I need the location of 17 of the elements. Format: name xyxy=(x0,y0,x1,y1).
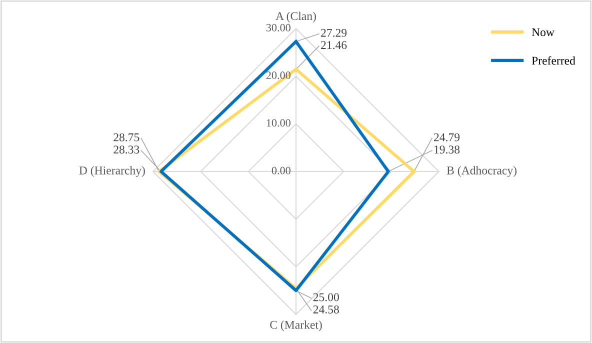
y-tick-label: 30.00 xyxy=(266,24,290,32)
spoke-label: A (Clan) xyxy=(276,12,316,22)
y-tick-label: 10.00 xyxy=(266,119,290,127)
spoke-label: C (Market) xyxy=(270,320,322,332)
legend-label: Preferred xyxy=(532,56,576,65)
data-label: 27.29 xyxy=(321,28,347,37)
y-tick-label: 0.00 xyxy=(272,166,290,174)
legend-label: Now xyxy=(532,28,554,36)
spoke-label: B (Adhocracy) xyxy=(446,166,517,177)
data-label: 19.38 xyxy=(434,146,460,154)
spoke-label: D (Hierarchy) xyxy=(79,166,145,177)
data-label: 21.46 xyxy=(321,41,347,50)
data-label: 28.33 xyxy=(114,146,140,154)
data-label: 24.58 xyxy=(313,305,339,314)
data-label: 24.79 xyxy=(434,133,460,142)
data-label: 28.75 xyxy=(114,133,140,142)
data-label: 25.00 xyxy=(313,293,339,302)
